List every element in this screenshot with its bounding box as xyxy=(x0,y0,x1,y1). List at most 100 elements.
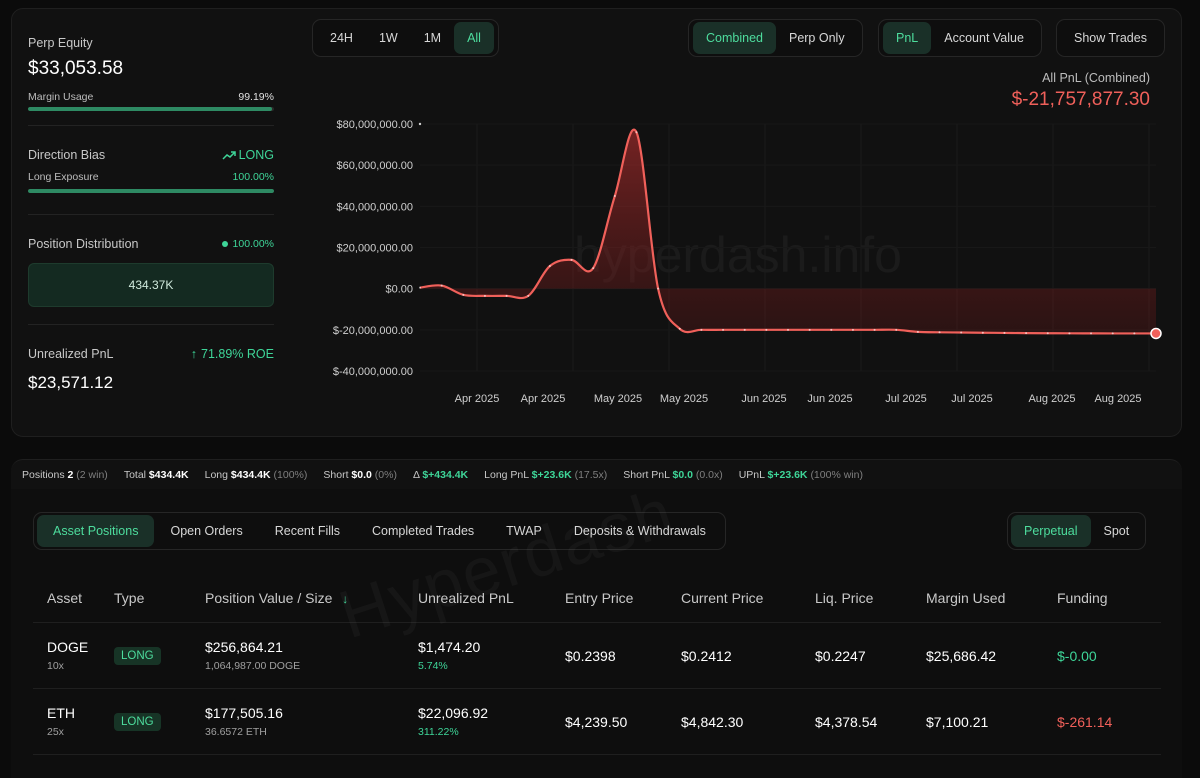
data-point xyxy=(527,294,530,297)
trend-up-icon xyxy=(222,150,236,160)
data-point xyxy=(700,328,703,331)
roe-wrap: ↑ 71.89% ROE xyxy=(191,347,274,361)
funding-cell: $-261.14 xyxy=(1057,713,1113,730)
x-tick-label: May 2025 xyxy=(594,393,642,405)
data-point xyxy=(462,293,465,296)
perp-equity-block: Perp Equity $33,053.58 Margin Usage 99.1… xyxy=(28,20,274,126)
perpetual-button[interactable]: Perpetual xyxy=(1011,515,1091,547)
tab-open-orders[interactable]: Open Orders xyxy=(170,524,243,538)
margin-usage-row: Margin Usage 99.19% xyxy=(28,91,274,103)
data-point xyxy=(635,131,638,134)
data-point xyxy=(1068,332,1071,335)
header-entry-price[interactable]: Entry Price xyxy=(565,589,634,606)
direction-bias-label: Direction Bias xyxy=(28,148,106,162)
metric-account-value-button[interactable]: Account Value xyxy=(944,31,1024,45)
unrealized-pnl-label: Unrealized PnL xyxy=(28,347,114,361)
data-point xyxy=(1111,332,1114,335)
x-tick-label: Aug 2025 xyxy=(1094,393,1141,405)
position-value-cell: $177,505.16 36.6572 ETH xyxy=(205,705,283,738)
data-point xyxy=(505,294,508,297)
time-range-24h[interactable]: 24H xyxy=(330,31,353,45)
data-point xyxy=(1025,332,1028,335)
header-funding[interactable]: Funding xyxy=(1057,589,1108,606)
direction-bias-value: LONG xyxy=(238,148,274,162)
unrealized-pnl-value: $23,571.12 xyxy=(28,373,114,392)
metric-pnl-button[interactable]: PnL xyxy=(883,22,932,54)
mode-selector: Combined Perp Only xyxy=(688,19,863,57)
header-liq-price[interactable]: Liq. Price xyxy=(815,589,874,606)
table-row[interactable]: DOGE 10x LONG $256,864.21 1,064,987.00 DOG… xyxy=(33,623,1161,689)
data-point xyxy=(916,330,919,333)
entry-price-cell: $0.2398 xyxy=(565,647,616,664)
tab-completed-trades[interactable]: Completed Trades xyxy=(372,524,475,538)
y-tick-label: $80,000,000.00 xyxy=(337,119,413,131)
perp-equity-value: $33,053.58 xyxy=(28,58,124,79)
show-trades-button[interactable]: Show Trades xyxy=(1074,31,1147,45)
asset-cell: DOGE 10x xyxy=(47,639,89,672)
arrow-down-icon: ↓ xyxy=(342,591,349,606)
data-point xyxy=(570,258,573,261)
data-point xyxy=(678,327,681,330)
data-point xyxy=(895,328,898,331)
data-point xyxy=(787,328,789,331)
time-range-1w[interactable]: 1W xyxy=(378,31,398,45)
header-margin-used[interactable]: Margin Used xyxy=(926,589,1006,606)
header-current-price[interactable]: Current Price xyxy=(681,589,764,606)
header-asset[interactable]: Asset xyxy=(47,589,83,606)
y-tick-label: $20,000,000.00 xyxy=(337,243,413,255)
mode-perp-only-button[interactable]: Perp Only xyxy=(788,31,845,45)
x-tick-label: Apr 2025 xyxy=(455,393,500,405)
data-point xyxy=(1090,332,1093,335)
spot-button[interactable]: Spot xyxy=(1103,524,1130,538)
strip-total: Total $434.4K xyxy=(123,468,189,481)
time-range-1m[interactable]: 1M xyxy=(423,31,442,45)
position-distribution-label: Position Distribution xyxy=(28,237,139,251)
x-tick-label: Jun 2025 xyxy=(807,393,852,405)
x-tick-label: Jun 2025 xyxy=(741,393,786,405)
margin-usage-fill xyxy=(28,107,272,111)
y-tick-label: $40,000,000.00 xyxy=(337,201,413,213)
time-range-all[interactable]: All xyxy=(454,22,494,54)
data-point xyxy=(657,287,660,290)
time-range-selector: 24H 1W 1M All xyxy=(312,19,499,57)
x-tick-label: Aug 2025 xyxy=(1028,393,1075,405)
data-point xyxy=(440,284,443,287)
strip-positions: Positions 2 (2 win) xyxy=(22,468,108,481)
x-tick-label: Jul 2025 xyxy=(885,393,927,405)
strip-delta: Δ $+434.4K xyxy=(412,468,469,481)
data-point xyxy=(1046,332,1049,335)
type-cell: LONG xyxy=(114,712,205,731)
tab-recent-fills[interactable]: Recent Fills xyxy=(274,524,341,538)
long-exposure-row: Long Exposure 100.00% xyxy=(28,171,274,183)
tab-asset-positions[interactable]: Asset Positions xyxy=(37,515,155,547)
x-tick-label: May 2025 xyxy=(660,393,708,405)
type-cell: LONG xyxy=(114,646,205,665)
position-distribution-value: 100.00% xyxy=(232,238,274,250)
position-distribution-box[interactable]: 434.37K xyxy=(28,263,274,307)
data-point xyxy=(613,195,616,198)
header-position-value[interactable]: Position Value / Size ↓ xyxy=(205,589,349,606)
header-unrealized-pnl[interactable]: Unrealized PnL xyxy=(418,589,514,606)
header-type[interactable]: Type xyxy=(114,589,145,606)
long-exposure-fill xyxy=(28,189,274,193)
current-price-cell: $4,842.30 xyxy=(681,713,744,730)
strip-long: Long $434.4K (100%) xyxy=(204,468,308,481)
long-badge: LONG xyxy=(114,713,161,731)
long-exposure-bar xyxy=(28,189,274,193)
data-point xyxy=(743,328,746,331)
unrealized-pnl-cell: $22,096.92 311.22% xyxy=(418,705,489,738)
mode-combined-button[interactable]: Combined xyxy=(693,22,776,54)
y-tick-dot xyxy=(418,122,422,126)
pnl-chart[interactable]: hyperdash.info$80,000,000.00$60,000,000.… xyxy=(0,0,1200,440)
table-row[interactable]: ETH 25x LONG $177,505.16 36.6572 ETH $22,0… xyxy=(33,689,1161,755)
market-type-toggle: Perpetual Spot xyxy=(1007,512,1147,550)
dot-icon xyxy=(221,241,228,248)
y-tick-label: $-40,000,000.00 xyxy=(333,366,413,378)
unrealized-pnl-cell: $1,474.20 5.74% xyxy=(418,639,481,672)
margin-usage-label: Margin Usage xyxy=(28,91,94,103)
liq-price-cell: $4,378.54 xyxy=(815,713,878,730)
data-point xyxy=(873,328,876,331)
data-point xyxy=(938,331,941,334)
tab-deposits-withdrawals[interactable]: Deposits & Withdrawals xyxy=(573,524,706,538)
tab-twap[interactable]: TWAP xyxy=(506,524,542,538)
